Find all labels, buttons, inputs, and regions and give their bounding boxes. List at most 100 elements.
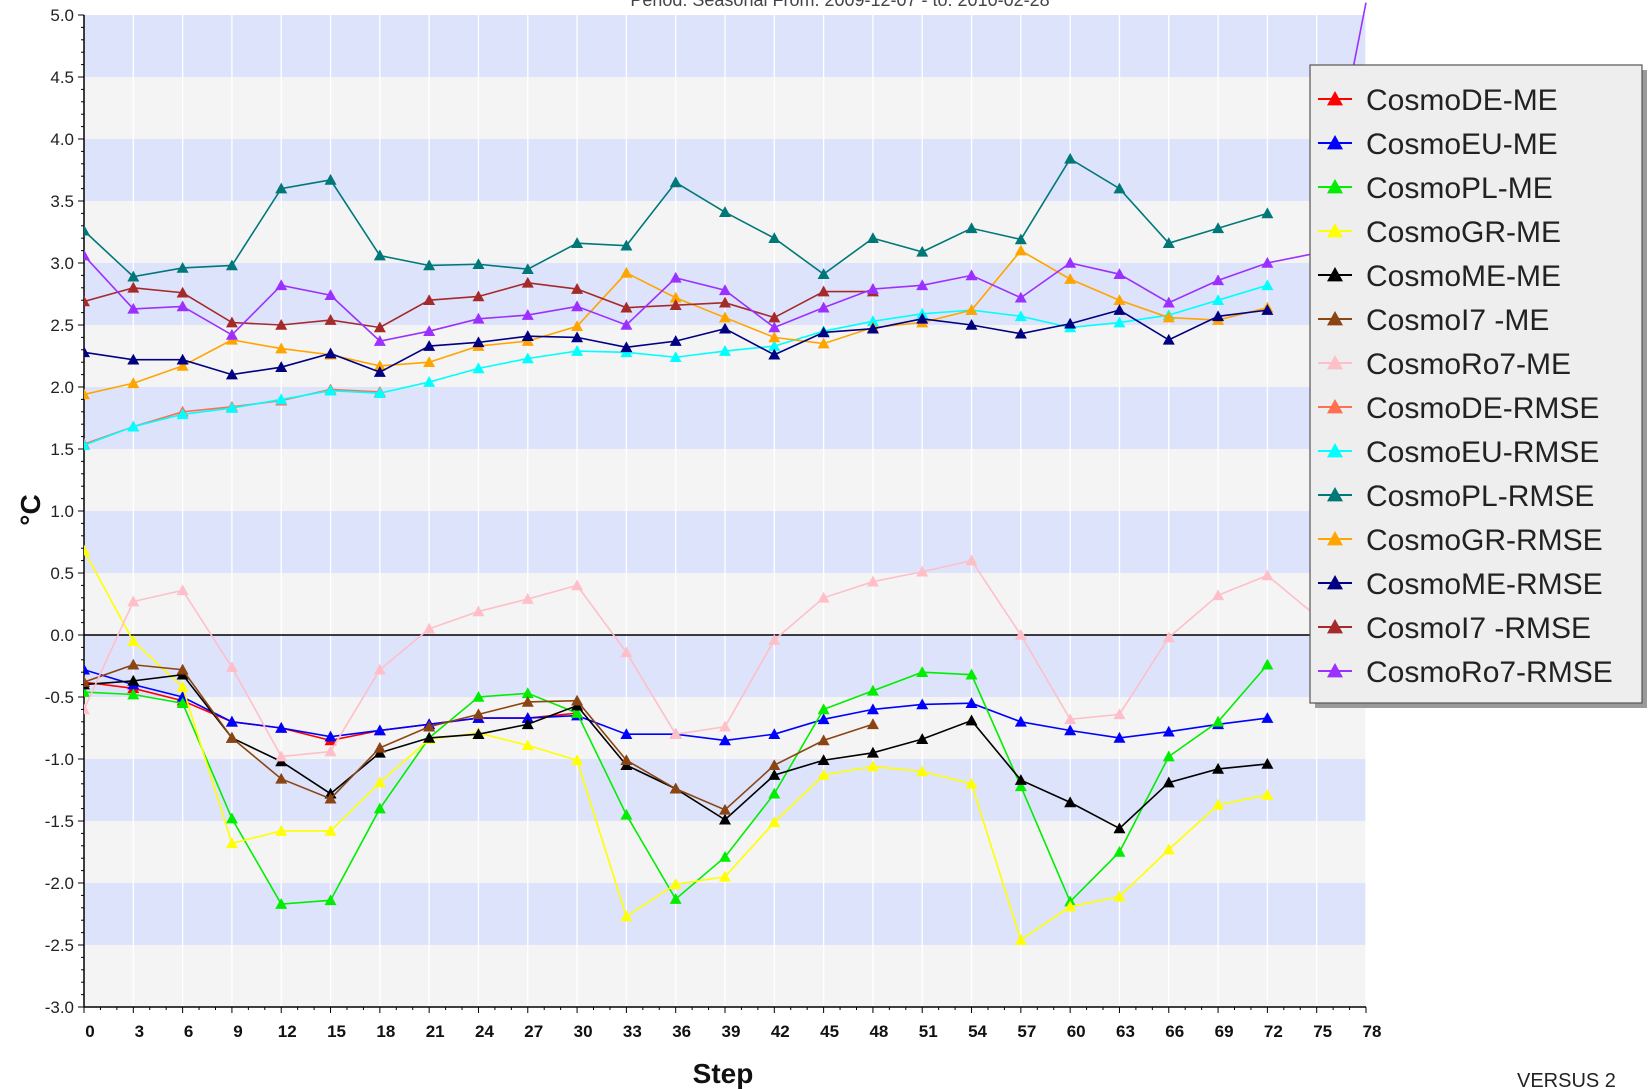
data-point (176, 261, 189, 273)
legend-label: CosmoI7 -ME (1366, 304, 1549, 337)
data-point (1014, 934, 1027, 945)
data-point (916, 279, 929, 291)
data-point (719, 296, 731, 308)
data-point (817, 754, 830, 766)
data-point (1014, 291, 1027, 303)
data-point (127, 377, 140, 389)
x-tick-label: 27 (524, 1022, 543, 1041)
x-tick-label: 69 (1215, 1022, 1234, 1041)
data-point (866, 232, 879, 243)
data-point (669, 291, 682, 303)
data-point (669, 782, 682, 794)
data-point (620, 319, 633, 330)
data-point (1212, 589, 1225, 601)
data-point (1162, 311, 1175, 323)
data-point (1261, 712, 1274, 723)
data-point (127, 635, 140, 646)
data-point (965, 697, 978, 708)
data-point (1212, 274, 1225, 286)
data-point (521, 712, 534, 723)
data-point (1162, 237, 1175, 248)
data-point (275, 393, 288, 405)
series-lines (84, 2, 1367, 945)
y-tick-label: 0.5 (50, 564, 74, 583)
x-tick-label: 51 (919, 1022, 938, 1041)
data-point (521, 695, 534, 707)
data-point (916, 312, 929, 324)
data-point (1261, 207, 1274, 219)
series-cosmogr-rmse (84, 244, 1274, 400)
data-point (1261, 279, 1274, 291)
y-tick-label: 3.5 (50, 192, 74, 211)
data-point (817, 301, 830, 313)
data-point (472, 708, 485, 720)
data-point (620, 341, 633, 353)
data-point (866, 760, 879, 772)
data-point (423, 325, 436, 336)
data-point (84, 295, 90, 307)
data-point (225, 731, 238, 743)
y-axis-title: °C (15, 494, 46, 525)
data-point (225, 402, 238, 413)
x-tick-label: 78 (1363, 1022, 1382, 1041)
data-point (768, 232, 781, 243)
data-point (275, 750, 288, 762)
x-tick-label: 60 (1067, 1022, 1086, 1041)
data-point (571, 331, 584, 343)
data-point (176, 663, 189, 675)
data-point (1014, 629, 1027, 640)
legend-swatch-marker (1327, 355, 1343, 370)
data-point (84, 346, 90, 358)
data-point (275, 319, 288, 330)
data-point (84, 663, 90, 675)
data-point (521, 330, 534, 341)
data-point (1212, 294, 1225, 305)
data-point (768, 759, 781, 770)
legend-label: CosmoEU-RMSE (1366, 436, 1599, 469)
y-tick-label: 4.5 (50, 68, 74, 87)
y-tick-label: 1.5 (50, 440, 74, 459)
data-point (817, 591, 830, 603)
data-point (620, 646, 633, 658)
data-point (275, 361, 288, 372)
x-tick-label: 3 (135, 1022, 144, 1041)
data-point (1162, 776, 1175, 788)
data-point (817, 734, 830, 746)
data-point (275, 824, 288, 836)
data-point (324, 730, 337, 742)
data-point (176, 408, 189, 420)
data-point (1113, 268, 1126, 279)
data-point (866, 575, 879, 587)
data-point (84, 388, 90, 400)
data-point (965, 777, 978, 789)
data-point (1064, 317, 1077, 329)
data-point (1064, 900, 1077, 912)
data-point (225, 837, 238, 849)
data-point (324, 384, 337, 396)
data-point (1014, 715, 1027, 727)
data-point (127, 674, 140, 686)
x-tick-label: 72 (1264, 1022, 1283, 1041)
data-point (472, 691, 485, 702)
data-point (768, 769, 781, 780)
data-point (571, 283, 584, 294)
data-point (127, 302, 140, 314)
data-point (472, 258, 485, 270)
data-point (84, 703, 90, 715)
x-tick-label: 12 (278, 1022, 297, 1041)
data-point (571, 345, 584, 356)
data-point (866, 718, 879, 730)
data-point (719, 813, 731, 825)
data-point (275, 279, 288, 291)
data-point (324, 894, 337, 906)
data-point (571, 754, 584, 766)
data-point (472, 362, 485, 374)
legend-swatch-marker (1327, 487, 1343, 502)
data-point (472, 312, 485, 324)
data-point (176, 697, 189, 708)
data-point (521, 718, 534, 730)
data-point (1212, 310, 1225, 322)
data-point (1014, 774, 1027, 785)
data-point (324, 173, 337, 185)
data-point (768, 340, 781, 351)
